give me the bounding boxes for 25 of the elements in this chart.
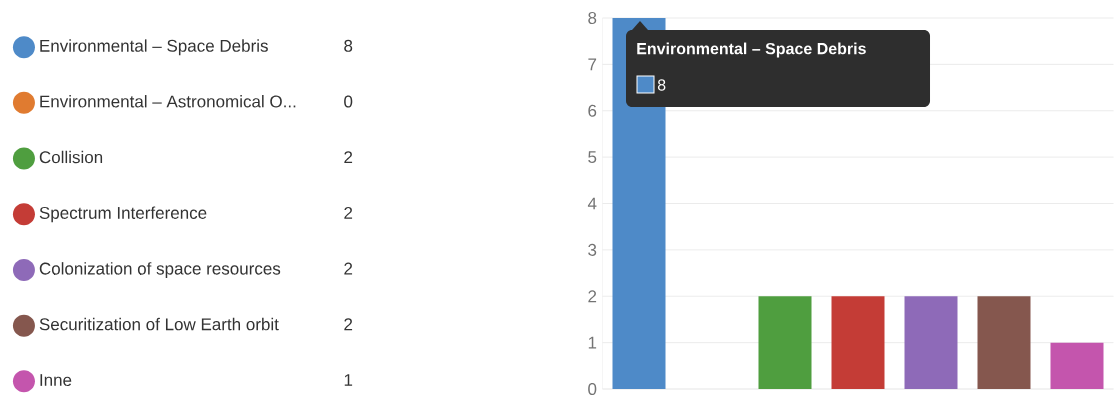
legend-label: Inne	[40, 374, 72, 387]
y-tick-label: 6	[588, 104, 597, 117]
y-tick-label: 3	[588, 243, 597, 256]
annotation: Environmental – Space Debris	[637, 42, 866, 58]
y-tick-label: 2	[588, 290, 597, 303]
y-tick-label: 8	[588, 11, 597, 25]
text: 1	[344, 374, 353, 386]
legend-label: Environmental – Astronomical O...	[40, 95, 296, 108]
text: 2	[344, 151, 353, 164]
text: 2	[344, 262, 353, 275]
y-tick-label: 0	[588, 382, 597, 396]
annotation: 8	[657, 79, 666, 91]
y-tick-label: 1	[588, 336, 597, 349]
legend-label: Collision	[39, 150, 103, 164]
text: 2	[344, 318, 353, 331]
legend-label: Spectrum Interference	[39, 206, 207, 223]
text: 2	[344, 206, 353, 219]
text: 0	[344, 95, 353, 108]
legend-label: Colonization of space resources	[39, 262, 281, 278]
legend-label: Securitization of Low Earth orbit	[39, 317, 279, 331]
text: 8	[344, 39, 353, 52]
legend-label: Environmental – Space Debris	[40, 39, 268, 56]
y-tick-label: 5	[588, 151, 597, 164]
y-tick-label: 7	[588, 58, 597, 71]
y-tick-label: 4	[587, 197, 597, 210]
